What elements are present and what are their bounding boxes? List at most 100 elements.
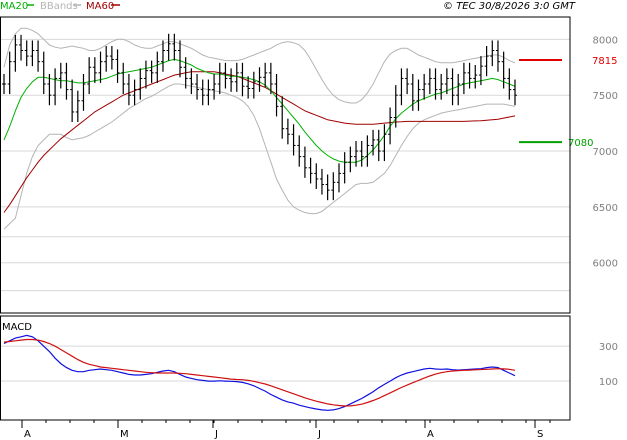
price-bar (30, 40, 35, 67)
price-bar (314, 163, 319, 190)
ma60-line (3, 71, 516, 213)
price-bar (342, 152, 347, 184)
price-bar (98, 51, 103, 83)
price-bar (143, 60, 148, 89)
price-bar (166, 33, 171, 61)
x-tick-label: J (317, 429, 321, 440)
price-bar (336, 163, 341, 193)
price-bar (195, 73, 200, 100)
price-bar (13, 34, 18, 72)
price-bar (104, 46, 109, 72)
price-bar (285, 118, 290, 145)
price-bar (473, 65, 478, 89)
watermark: © TEC 30/8/2026 3:0 GMT (443, 1, 576, 12)
price-bar (268, 62, 273, 95)
price-bar (501, 51, 506, 89)
price-bar (47, 73, 52, 106)
price-bar (331, 172, 336, 201)
price-bar (399, 68, 404, 106)
price-bar (183, 57, 188, 89)
price-frame (0, 16, 571, 314)
price-bar (155, 51, 160, 83)
signal-line (3, 338, 516, 407)
legend-ma20-label: MA20 (0, 1, 28, 12)
price-bar (444, 68, 449, 95)
price-bar (19, 34, 24, 61)
price-bar (200, 79, 205, 106)
price-bar (410, 73, 415, 111)
price-bar (263, 62, 268, 88)
price-tick-label: 7000 (593, 147, 618, 158)
price-bar (189, 68, 194, 95)
x-tick-label: J (214, 429, 218, 440)
price-bar (467, 62, 472, 89)
price-bar (456, 73, 461, 106)
price-bar (461, 62, 466, 95)
price-bar (2, 73, 6, 95)
price-bar (319, 168, 324, 195)
price-bar (257, 67, 262, 92)
macd-tick-label: 100 (599, 377, 618, 388)
price-bar (280, 96, 285, 139)
bollinger-bands (3, 27, 516, 230)
legend-bbands-label: BBands (40, 1, 78, 12)
level-label: 7815 (592, 56, 617, 67)
price-bar (24, 40, 29, 67)
price-bar (109, 46, 114, 70)
price-bar (160, 40, 165, 72)
price-bar (115, 49, 120, 83)
x-tick-label: A (427, 429, 434, 440)
macd-title: MACD (2, 322, 32, 333)
macd-grid (0, 345, 570, 382)
price-bar (70, 79, 75, 122)
price-bar (490, 40, 495, 67)
price-grid (0, 38, 570, 292)
macd-panel: 300 100 MACD (0, 322, 618, 411)
price-bar (240, 62, 245, 97)
price-tick-label: 8000 (593, 35, 618, 46)
price-bar (229, 68, 234, 92)
price-y-ticks: 8000 7500 7000 6500 6000 (593, 35, 618, 269)
price-bar (393, 85, 398, 128)
price-bar (251, 71, 256, 99)
x-tick-label: M (120, 429, 129, 440)
price-bar (126, 73, 131, 106)
bband-upper-line (3, 27, 516, 104)
price-bar (513, 79, 517, 106)
price-bar (81, 73, 86, 111)
price-bar (416, 79, 421, 111)
price-bar (507, 68, 512, 100)
legend: MA20 BBands MA60 (0, 1, 120, 12)
price-bar (405, 68, 410, 95)
price-bar (325, 174, 330, 201)
price-bar (246, 76, 251, 99)
price-bar (433, 68, 438, 100)
price-bar (359, 140, 364, 167)
price-levels: 7815 7080 (519, 56, 617, 149)
macd-line (3, 334, 516, 411)
price-bar (58, 62, 63, 89)
price-bar (121, 62, 126, 95)
x-tick-label: S (537, 429, 543, 440)
price-bar (495, 40, 500, 72)
macd-tick-label: 300 (599, 342, 618, 353)
price-bar (484, 46, 489, 77)
price-panel: 7815 7080 8000 7500 7000 6500 6000 (0, 27, 618, 292)
price-bar (206, 79, 211, 106)
price-bar (234, 62, 239, 92)
price-bar (217, 62, 222, 95)
price-tick-label: 6500 (593, 203, 618, 214)
macd-lines (3, 334, 516, 411)
chart-frame (0, 16, 571, 421)
price-bar (354, 140, 359, 167)
price-tick-label: 6000 (593, 259, 618, 270)
price-bar (308, 157, 313, 184)
price-bar (348, 146, 353, 173)
price-bar (478, 56, 483, 86)
price-bar (149, 60, 154, 83)
legend-ma60-label: MA60 (86, 1, 114, 12)
price-bar (365, 135, 370, 167)
price-bar (92, 57, 97, 83)
